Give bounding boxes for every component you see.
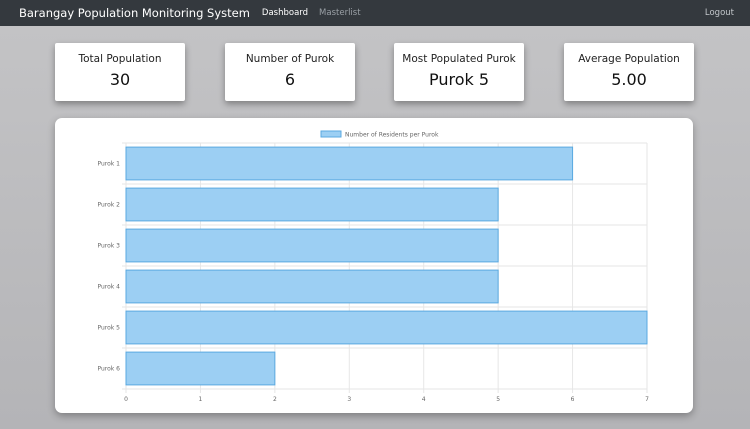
legend-label: Number of Residents per Purok bbox=[345, 132, 439, 139]
navbar: Barangay Population Monitoring System Da… bbox=[0, 0, 750, 26]
category-label: Purok 2 bbox=[97, 202, 120, 209]
stat-card-label: Total Population bbox=[78, 53, 162, 65]
brand-title[interactable]: Barangay Population Monitoring System bbox=[19, 6, 250, 20]
x-tick-label: 6 bbox=[571, 396, 575, 403]
category-label: Purok 3 bbox=[97, 243, 120, 250]
bar bbox=[125, 187, 499, 222]
stat-card-value: 5.00 bbox=[611, 70, 647, 89]
bar bbox=[125, 310, 648, 345]
x-tick-label: 0 bbox=[124, 396, 128, 403]
x-tick-label: 2 bbox=[273, 396, 277, 403]
x-tick-label: 4 bbox=[422, 396, 426, 403]
chart-panel: 0 1 2 3 4 5 6 7 Purok 1 Purok 2 Purok 3 Purok 4 Puro… bbox=[55, 118, 693, 413]
x-tick-label: 1 bbox=[199, 396, 203, 403]
x-tick-label: 5 bbox=[496, 396, 500, 403]
stat-card-label: Number of Purok bbox=[245, 53, 335, 65]
bar bbox=[125, 228, 499, 263]
stat-card-label: Average Population bbox=[578, 53, 680, 65]
x-tick-label: 7 bbox=[645, 396, 649, 403]
stat-card-label: Most Populated Purok bbox=[402, 53, 516, 65]
residents-bar-chart: 0 1 2 3 4 5 6 7 Purok 1 Purok 2 Purok 3 Purok 4 Puro… bbox=[97, 130, 649, 403]
x-tick-label: 3 bbox=[347, 396, 351, 403]
bar bbox=[125, 351, 276, 386]
stat-card-number-of-purok: Number of Purok 6 bbox=[225, 43, 355, 101]
stat-card-value: 6 bbox=[284, 70, 296, 89]
category-label: Purok 4 bbox=[97, 284, 120, 291]
nav-link-dashboard[interactable]: Dashboard bbox=[261, 8, 309, 18]
category-label: Purok 6 bbox=[97, 366, 120, 373]
logout-link[interactable]: Logout bbox=[704, 8, 734, 18]
legend-swatch bbox=[320, 130, 342, 138]
stat-card-average-population: Average Population 5.00 bbox=[564, 43, 694, 101]
category-label: Purok 1 bbox=[97, 161, 120, 168]
nav-link-masterlist[interactable]: Masterlist bbox=[319, 8, 361, 18]
category-label: Purok 5 bbox=[97, 325, 120, 332]
stat-card-value: 30 bbox=[109, 70, 131, 89]
bar bbox=[125, 269, 499, 304]
stat-card-total-population: Total Population 30 bbox=[55, 43, 185, 101]
stat-card-most-populated-purok: Most Populated Purok Purok 5 bbox=[394, 43, 524, 101]
bar bbox=[125, 146, 574, 181]
stat-card-value: Purok 5 bbox=[428, 70, 490, 89]
